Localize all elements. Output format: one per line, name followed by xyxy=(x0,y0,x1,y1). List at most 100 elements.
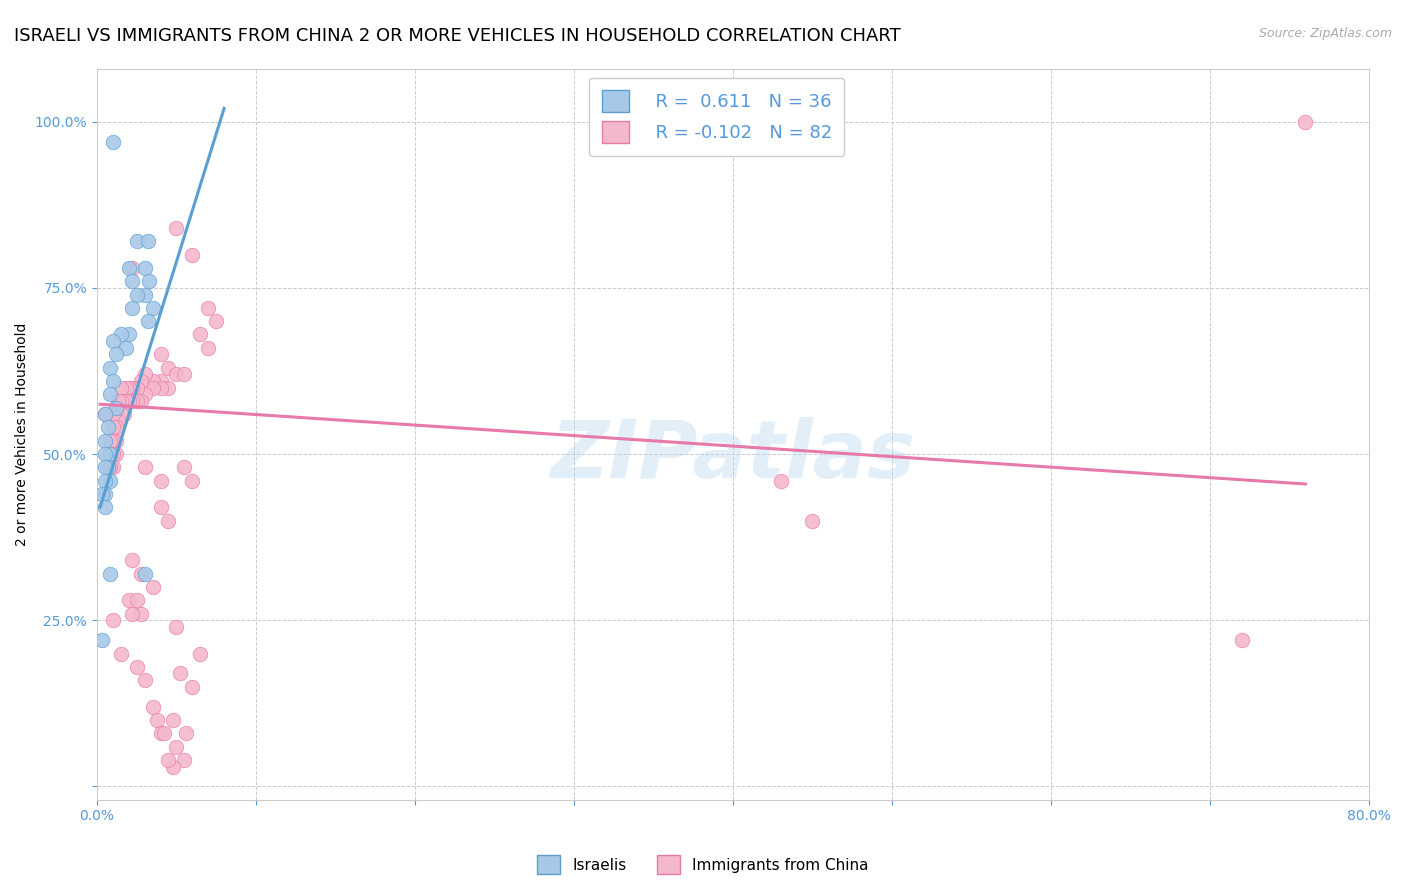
Point xyxy=(101,420,124,434)
Point xyxy=(165,739,187,754)
Point xyxy=(181,474,204,488)
Point xyxy=(104,401,127,415)
Point xyxy=(169,666,191,681)
Point xyxy=(197,341,219,355)
Point xyxy=(121,260,143,275)
Point xyxy=(121,274,143,288)
Point xyxy=(98,434,121,448)
Point xyxy=(104,447,127,461)
Point xyxy=(162,759,184,773)
Point xyxy=(98,566,121,581)
Point xyxy=(94,407,117,421)
Point xyxy=(101,334,124,348)
Point xyxy=(125,235,148,249)
Point xyxy=(134,387,156,401)
Point xyxy=(188,327,211,342)
Point xyxy=(118,593,141,607)
Point xyxy=(110,647,132,661)
Point xyxy=(174,726,197,740)
Point xyxy=(131,566,153,581)
Point xyxy=(104,401,127,415)
Point xyxy=(134,460,156,475)
Point xyxy=(125,660,148,674)
Point xyxy=(118,381,141,395)
Point xyxy=(125,381,148,395)
Point xyxy=(136,314,159,328)
Point xyxy=(97,420,120,434)
Point xyxy=(101,434,124,448)
Point xyxy=(121,301,143,315)
Point xyxy=(118,393,141,408)
Point xyxy=(101,613,124,627)
Point xyxy=(90,633,112,648)
Point xyxy=(165,620,187,634)
Point xyxy=(162,713,184,727)
Text: ISRAELI VS IMMIGRANTS FROM CHINA 2 OR MORE VEHICLES IN HOUSEHOLD CORRELATION CHA: ISRAELI VS IMMIGRANTS FROM CHINA 2 OR MO… xyxy=(14,27,901,45)
Point xyxy=(104,434,127,448)
Point xyxy=(90,487,112,501)
Point xyxy=(131,393,153,408)
Point xyxy=(173,753,195,767)
Point xyxy=(114,381,136,395)
Point xyxy=(110,393,132,408)
Point xyxy=(110,407,132,421)
Legend: Israelis, Immigrants from China: Israelis, Immigrants from China xyxy=(531,849,875,880)
Point xyxy=(142,580,165,594)
Point xyxy=(112,407,135,421)
Point xyxy=(101,407,124,421)
Point xyxy=(94,500,117,515)
Point xyxy=(1294,114,1316,128)
Point xyxy=(98,387,121,401)
Point xyxy=(131,374,153,388)
Point xyxy=(149,374,172,388)
Point xyxy=(94,460,117,475)
Point xyxy=(149,347,172,361)
Point xyxy=(121,607,143,621)
Point xyxy=(142,381,165,395)
Point xyxy=(801,514,824,528)
Point xyxy=(94,447,117,461)
Point xyxy=(152,726,174,740)
Point xyxy=(107,414,129,428)
Point xyxy=(149,474,172,488)
Point xyxy=(136,235,159,249)
Point xyxy=(165,221,187,235)
Point xyxy=(134,260,156,275)
Point xyxy=(181,247,204,261)
Point xyxy=(149,726,172,740)
Point xyxy=(134,566,156,581)
Point xyxy=(1230,633,1253,648)
Point xyxy=(110,381,132,395)
Point xyxy=(94,474,117,488)
Point xyxy=(121,553,143,567)
Point xyxy=(138,274,160,288)
Point xyxy=(121,381,143,395)
Point xyxy=(131,607,153,621)
Point xyxy=(149,381,172,395)
Point xyxy=(173,460,195,475)
Text: ZIPatlas: ZIPatlas xyxy=(551,417,915,495)
Point xyxy=(157,514,180,528)
Point xyxy=(104,420,127,434)
Point xyxy=(142,301,165,315)
Point xyxy=(118,260,141,275)
Point xyxy=(114,341,136,355)
Legend:   R =  0.611   N = 36,   R = -0.102   N = 82: R = 0.611 N = 36, R = -0.102 N = 82 xyxy=(589,78,845,156)
Point xyxy=(181,680,204,694)
Point xyxy=(157,360,180,375)
Text: Source: ZipAtlas.com: Source: ZipAtlas.com xyxy=(1258,27,1392,40)
Point xyxy=(118,327,141,342)
Point xyxy=(173,368,195,382)
Point xyxy=(114,393,136,408)
Point xyxy=(146,713,169,727)
Point xyxy=(110,327,132,342)
Point xyxy=(157,753,180,767)
Point xyxy=(197,301,219,315)
Point xyxy=(769,474,792,488)
Point xyxy=(94,434,117,448)
Point xyxy=(165,368,187,382)
Point xyxy=(142,699,165,714)
Point xyxy=(125,393,148,408)
Point xyxy=(98,447,121,461)
Point xyxy=(98,460,121,475)
